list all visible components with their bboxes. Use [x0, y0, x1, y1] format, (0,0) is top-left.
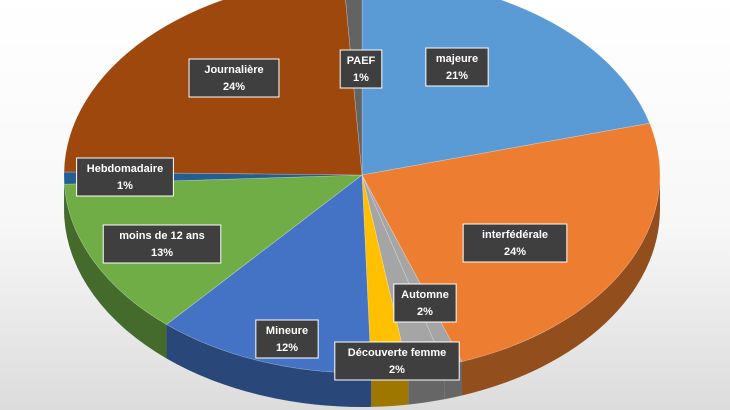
data-label-category: majeure [436, 53, 478, 65]
data-label-value: 1% [353, 72, 369, 84]
data-label-value: 21% [446, 70, 468, 82]
data-label-category: Automne [401, 289, 449, 301]
data-label-box [393, 283, 457, 323]
data-label-box [425, 47, 489, 87]
pie-slice-majeure [361, 0, 651, 176]
data-label-category: Journalière [204, 64, 263, 76]
data-label-journaliere: Journalière 24% [188, 58, 280, 98]
data-label-box [188, 58, 280, 98]
data-label-category: moins de 12 ans [119, 230, 205, 242]
pie-side-mineure [166, 324, 372, 407]
data-label-value: 12% [276, 342, 298, 354]
data-label-hebdomadaire: Hebdomadaire 1% [76, 157, 174, 197]
data-label-value: 24% [504, 246, 526, 258]
data-label-value: 13% [151, 247, 173, 259]
pie-side-moins-de-12-ans [64, 184, 167, 359]
data-label-value: 2% [389, 364, 405, 376]
data-label-box [462, 223, 568, 263]
pie-side-interfederale [461, 175, 660, 396]
data-label-category: Mineure [266, 325, 308, 337]
data-label-mineure: Mineure 12% [255, 319, 319, 359]
data-label-box [76, 157, 174, 197]
data-label-decouverte-femme: Découverte femme 2% [334, 341, 460, 381]
data-label-category: Hebdomadaire [87, 163, 163, 175]
pie-data-labels: majeure21%interfédérale24%Automne2%Décou… [76, 47, 568, 381]
data-label-box [334, 341, 460, 381]
data-label-category: PAEF [347, 55, 376, 67]
data-label-moins-de-12-ans: moins de 12 ans 13% [102, 224, 222, 264]
data-label-value: 2% [417, 306, 433, 318]
data-label-majeure: majeure 21% [425, 47, 489, 87]
data-label-box [339, 49, 383, 89]
pie-slice-paef [345, 0, 363, 176]
data-label-value: 24% [223, 81, 245, 93]
data-label-box [102, 224, 222, 264]
data-label-paef: PAEF 1% [339, 49, 383, 89]
data-label-value: 1% [117, 180, 133, 192]
data-label-interfederale: interfédérale 24% [462, 223, 568, 263]
data-label-automne: Automne 2% [393, 283, 457, 323]
data-label-box [255, 319, 319, 359]
data-label-category: interfédérale [482, 229, 548, 241]
data-label-category: Découverte femme [348, 347, 446, 359]
